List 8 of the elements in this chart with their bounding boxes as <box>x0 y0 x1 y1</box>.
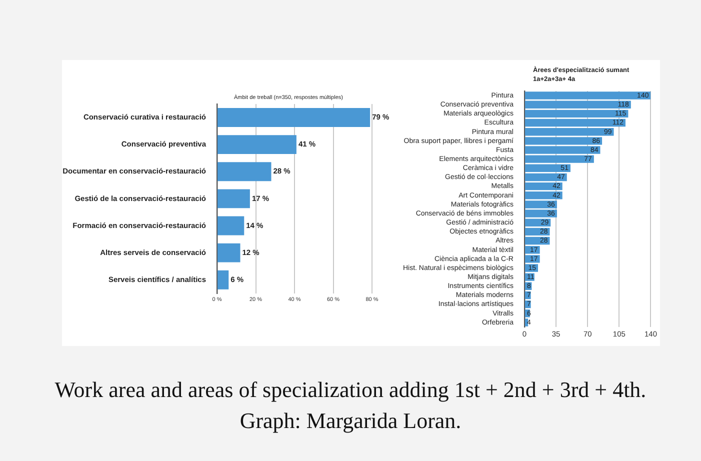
bar <box>218 189 250 208</box>
bar <box>218 108 370 127</box>
bar <box>218 216 244 236</box>
bar <box>218 162 272 182</box>
text: Work area and areas of specialization adding 1st + 2nd + 3rd + 4th. Graph: Margarida Loran. <box>54 376 648 435</box>
bar <box>218 270 229 290</box>
bar <box>218 243 240 262</box>
bar <box>218 135 296 154</box>
